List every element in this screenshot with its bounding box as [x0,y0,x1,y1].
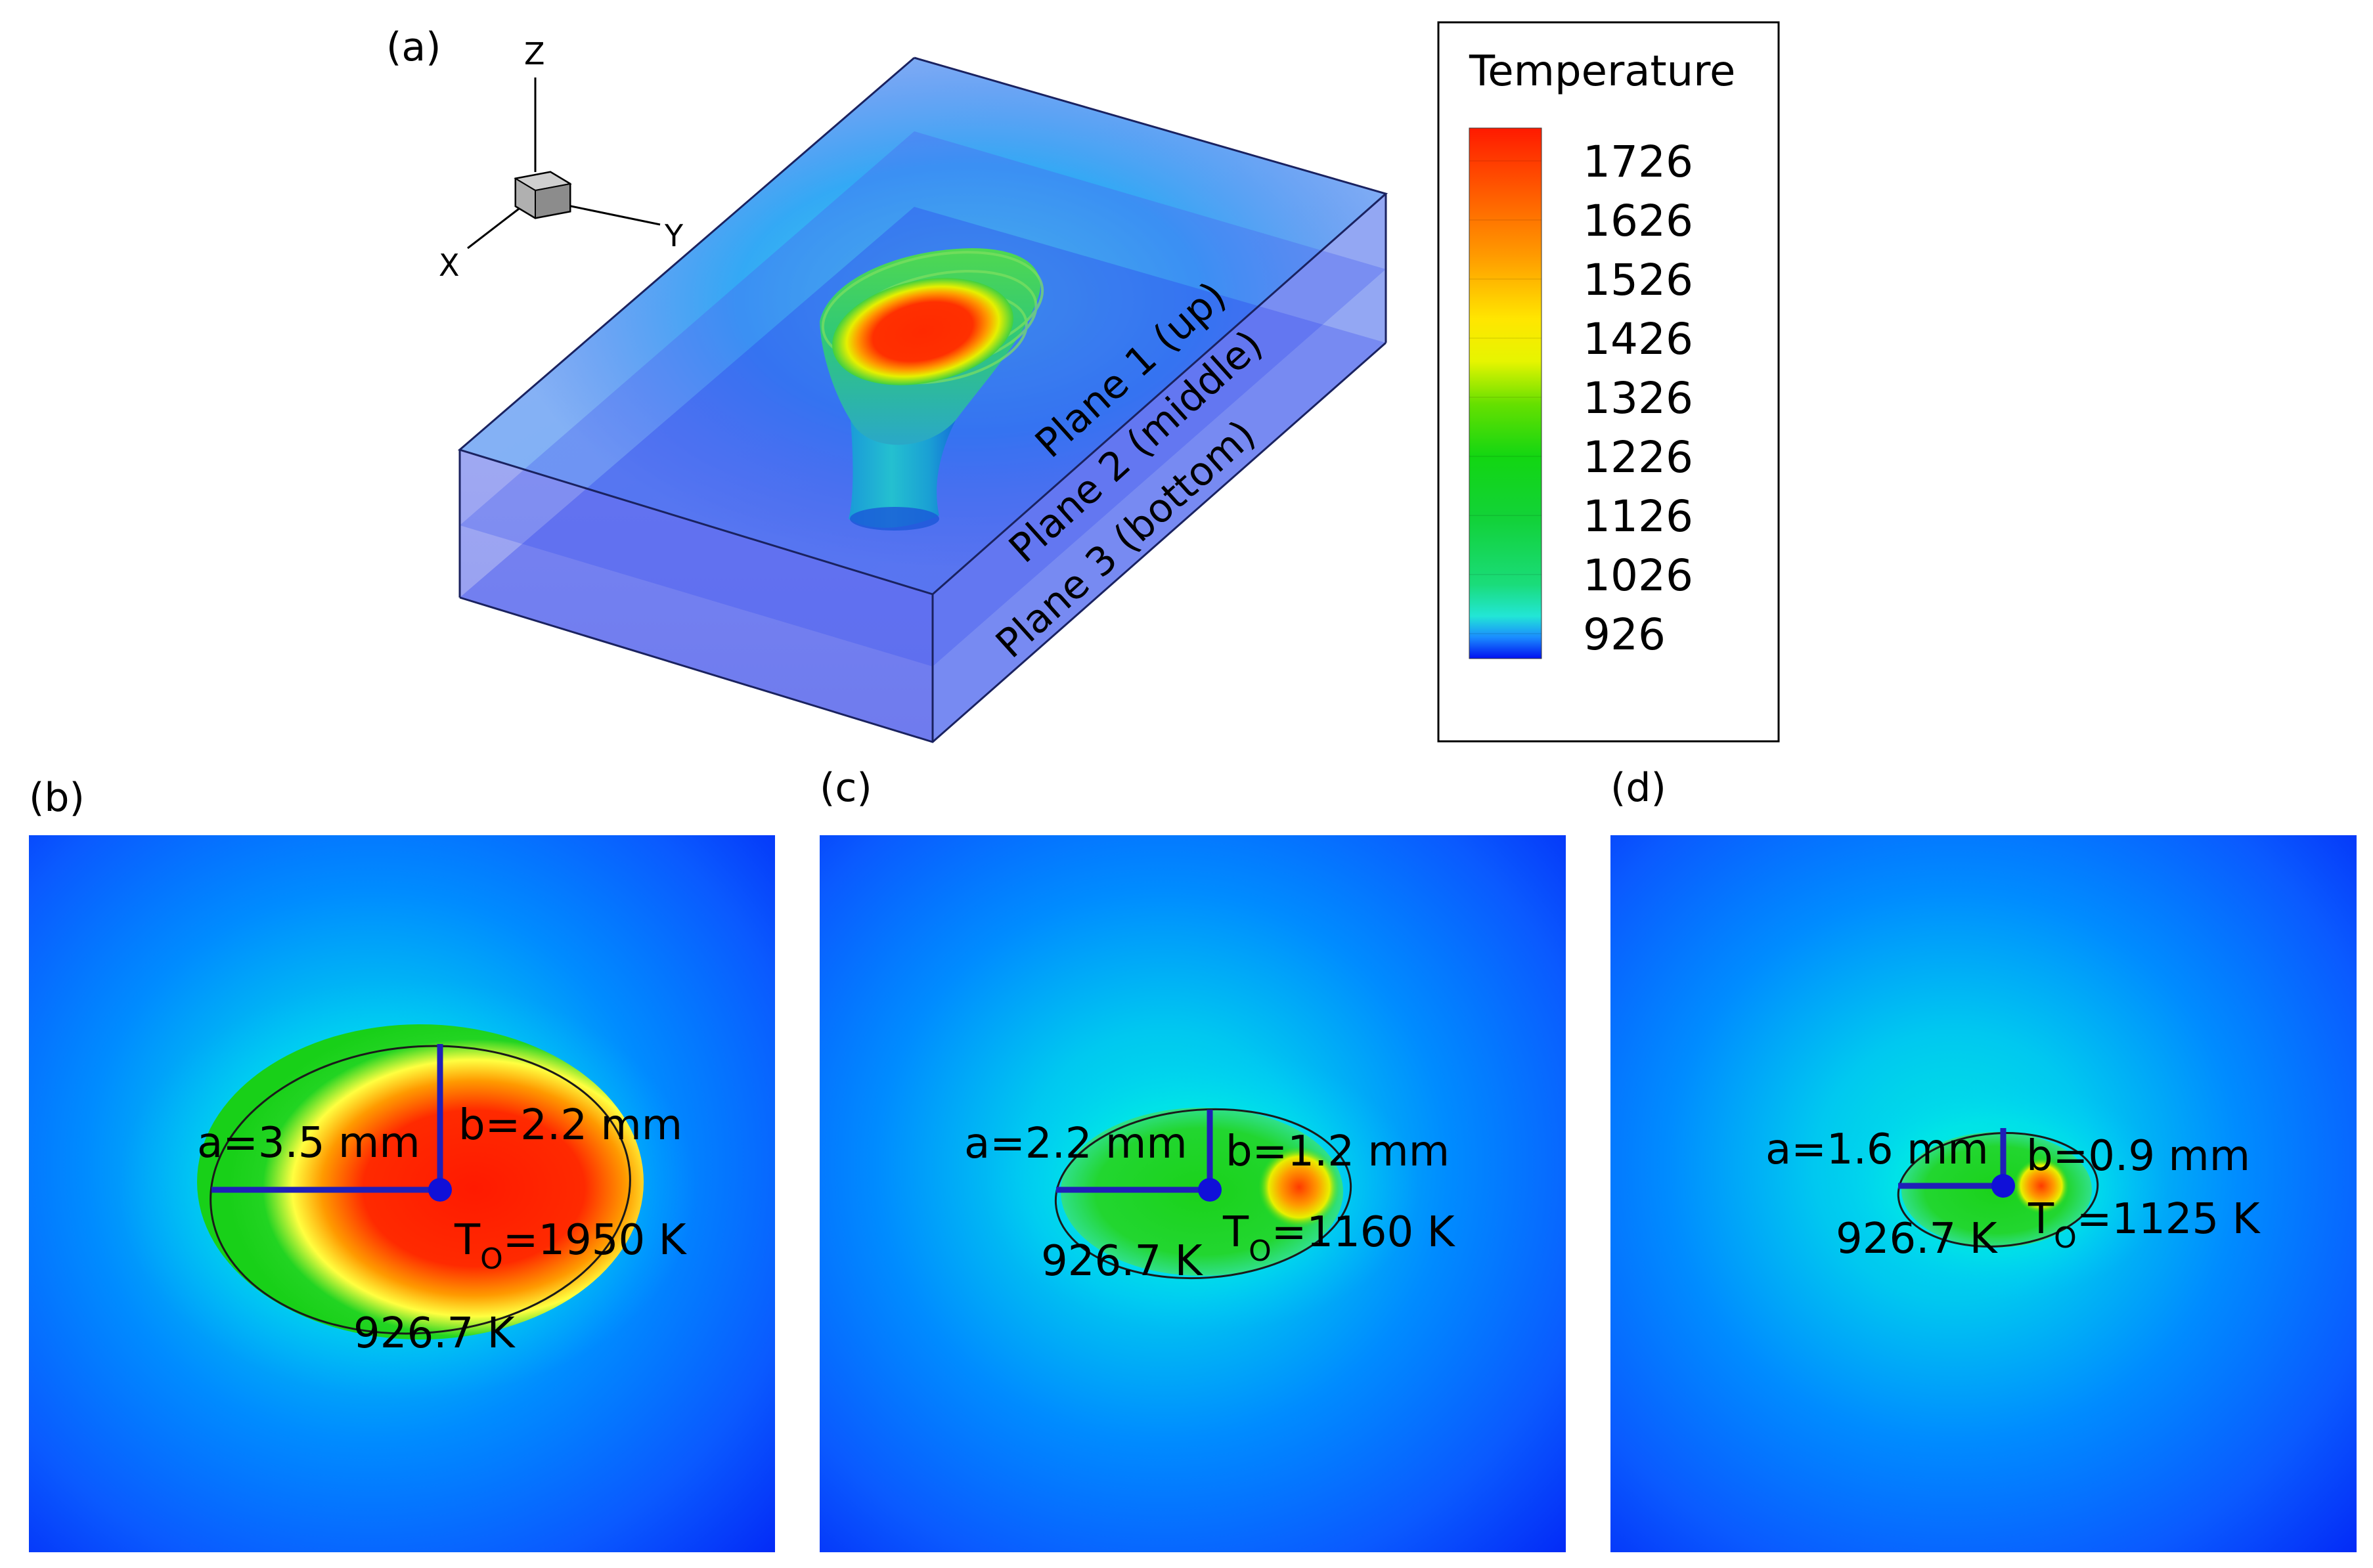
melt-pool-stem [849,420,956,528]
y-axis-line [558,202,661,226]
legend-tick-label: 926 [1583,609,1666,660]
legend-tick-label: 1126 [1583,491,1693,542]
section-b-a-label: a=3.5 mm [197,1119,420,1167]
legend-tick-label: 1726 [1583,137,1693,187]
axis-cube [514,171,572,219]
section-c-hotspot [1258,1146,1340,1228]
section-d-center [1991,1174,2015,1198]
legend-tick-label: 1626 [1583,196,1693,246]
section-b-center [428,1178,452,1202]
legend-tick-label: 1026 [1583,550,1693,601]
legend-title: Temperature [1469,47,1735,96]
axis-triad [467,77,661,250]
legend-tick-label: 1526 [1583,255,1693,305]
section-c-peak-temp: TO=1160 K [1222,1208,1456,1268]
panel-label-b: (b) [29,775,85,821]
domain-box [457,56,1388,743]
panel-label-d: (d) [1610,765,1666,811]
section-b-iso-label: 926.7 K [353,1309,516,1358]
section-b-peak-temp: TO=1950 K [454,1216,688,1276]
section-c-b-label: b=1.2 mm [1226,1127,1450,1176]
legend-tick-label: 1426 [1583,314,1693,364]
section-c-isotherm [1054,1108,1352,1280]
axis-label-y: Y [664,218,684,253]
legend-tick-label: 1226 [1583,432,1693,483]
legend-ticks: 1726 1626 1526 1426 1326 1226 1126 1026 926 [1469,137,1693,660]
section-b-b-label: b=2.2 mm [458,1101,682,1150]
panel-d: (d) a=1.6 mm b=0.9 mm TO=1125 K 926.7 K [1610,765,2357,1552]
panel-c: (c) a=2.2 mm b=1.2 mm TO=1160 K 926.7 K [820,765,1566,1552]
x-axis-line [467,207,520,250]
section-d-isotherm [1897,1132,2099,1248]
axis-label-z: Z [524,36,545,72]
section-d-peak-temp: TO=1125 K [2028,1195,2261,1255]
section-c-center [1198,1178,1222,1202]
axis-label-x: X [439,248,460,283]
panel-a: (a) Z Y X [386,24,1388,743]
legend-tick-label: 1326 [1583,373,1693,424]
section-d-b-label: b=0.9 mm [2026,1132,2250,1181]
melt-pool-top [832,278,1013,385]
panel-label-c: (c) [820,765,872,811]
section-d-a-label: a=1.6 mm [1765,1125,1989,1174]
section-d-hotspot [2014,1158,2069,1213]
section-b-isotherm [210,1045,631,1335]
section-c-iso-label: 926.7 K [1041,1237,1204,1286]
legend-colorbar [1469,127,1542,659]
section-c-a-label: a=2.2 mm [964,1120,1187,1168]
panel-b: (b) a=3.5 mm b=2.2 mm TO=1950 K 926.7 K [29,775,775,1552]
temperature-legend: Temperature 1726 1626 1526 1426 1326 1226 1126… [1437,21,1780,743]
section-b-pool [197,1024,644,1339]
section-d-iso-label: 926.7 K [1836,1215,1999,1263]
panel-label-a: (a) [386,24,441,70]
